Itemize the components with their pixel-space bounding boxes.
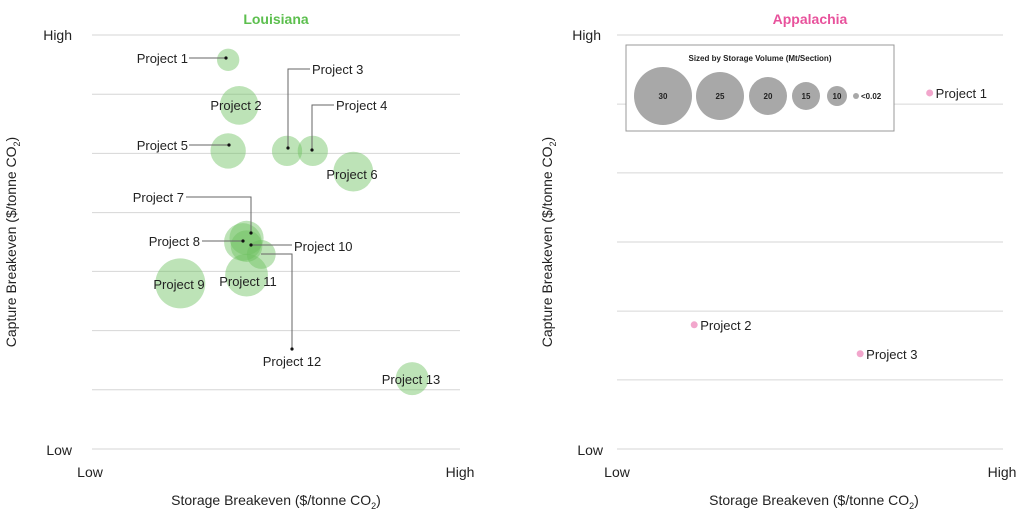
appalachia-y-axis-label-sub: 2 — [548, 141, 558, 146]
bubble[interactable] — [219, 86, 259, 125]
point-label: Project 12 — [263, 354, 322, 369]
legend-bubble — [696, 72, 744, 120]
point-marker — [249, 243, 253, 247]
bubble[interactable] — [155, 258, 206, 309]
point-label: Project 1 — [137, 51, 188, 66]
point-marker — [241, 239, 245, 243]
louisiana-gridlines — [92, 34, 460, 450]
bubble[interactable] — [395, 362, 429, 396]
legend-label: <0.02 — [861, 92, 882, 101]
louisiana-y-axis-label: Capture Breakeven ($/tonne CO2) — [3, 137, 22, 347]
point-label: Project 3 — [312, 62, 363, 77]
appalachia-y-axis-label-main: Capture Breakeven ($/tonne CO — [539, 146, 555, 347]
louisiana-x-tick-high: High — [446, 464, 475, 480]
bubble[interactable] — [210, 133, 246, 169]
legend-label: 10 — [833, 92, 842, 101]
appalachia-y-tick-high: High — [572, 27, 601, 43]
louisiana-y-axis-label-main: Capture Breakeven ($/tonne CO — [3, 146, 19, 347]
louisiana-title: Louisiana — [243, 11, 309, 27]
point-label: Project 6 — [326, 167, 377, 182]
point-label: Project 5 — [137, 138, 188, 153]
point-marker — [286, 146, 290, 150]
louisiana-y-axis-label-end: ) — [3, 137, 19, 142]
legend-bubble — [749, 77, 787, 115]
point-label: Project 9 — [153, 277, 204, 292]
appalachia-y-tick-low: Low — [577, 442, 604, 458]
legend-bubble — [634, 67, 692, 125]
louisiana-x-axis-label-main: Storage Breakeven ($/tonne CO — [171, 492, 371, 508]
louisiana-points: Project 1 Project 2 Project 3 Project 4 Proj… — [133, 48, 441, 396]
appalachia-x-axis-label-sub: 2 — [909, 501, 914, 511]
point-label: Project 8 — [149, 234, 200, 249]
legend-bubble — [827, 86, 847, 106]
appalachia-x-axis-label-end: ) — [914, 492, 919, 508]
appalachia-y-axis-label: Capture Breakeven ($/tonne CO2) — [539, 137, 558, 347]
appalachia-panel: Appalachia High Low Low High Storage Bre… — [539, 11, 1016, 511]
leader-line — [311, 104, 334, 150]
point[interactable] — [926, 89, 934, 97]
bubble[interactable] — [271, 135, 303, 167]
louisiana-x-axis-label-sub: 2 — [371, 501, 376, 511]
appalachia-x-axis-label: Storage Breakeven ($/tonne CO2) — [709, 492, 919, 511]
point-label: Project 11 — [219, 274, 277, 289]
appalachia-x-axis-label-main: Storage Breakeven ($/tonne CO — [709, 492, 909, 508]
appalachia-y-axis-label-end: ) — [539, 137, 555, 142]
legend-label: 30 — [659, 92, 668, 101]
point-marker — [224, 56, 228, 60]
louisiana-x-axis-label: Storage Breakeven ($/tonne CO2) — [171, 492, 381, 511]
point-label: Project 10 — [294, 239, 353, 254]
bubble[interactable] — [333, 151, 374, 192]
legend-label: 25 — [716, 92, 725, 101]
appalachia-title: Appalachia — [773, 11, 848, 27]
point[interactable] — [690, 321, 698, 329]
size-legend-title: Sized by Storage Volume (Mt/Section) — [689, 54, 832, 63]
leader-line — [261, 253, 293, 349]
legend-bubble — [792, 82, 820, 110]
legend-label: 20 — [764, 92, 773, 101]
point-marker — [249, 231, 253, 235]
louisiana-y-tick-low: Low — [46, 442, 73, 458]
size-legend-items: 30 25 20 15 10 <0.02 — [634, 67, 882, 125]
point-marker — [290, 347, 294, 351]
appalachia-points: Project 1 Project 2 Project 3 — [690, 86, 987, 362]
bubble[interactable] — [229, 220, 264, 255]
point-label: Project 7 — [133, 190, 184, 205]
point-marker — [227, 143, 231, 147]
louisiana-x-tick-low: Low — [77, 464, 104, 480]
legend-bubble — [853, 93, 859, 99]
louisiana-y-tick-high: High — [43, 27, 72, 43]
bubble[interactable] — [225, 253, 268, 297]
louisiana-panel: Louisiana High Low Low High Storage Brea… — [3, 11, 474, 511]
leader-line — [186, 196, 252, 233]
point-label: Project 2 — [700, 318, 751, 333]
point-label: Project 13 — [382, 372, 441, 387]
louisiana-x-axis-label-end: ) — [376, 492, 381, 508]
louisiana-y-axis-label-sub: 2 — [12, 141, 22, 146]
point[interactable] — [856, 350, 864, 358]
size-legend: Sized by Storage Volume (Mt/Section) 30 2… — [625, 44, 895, 132]
bubble[interactable] — [230, 230, 263, 262]
point-label: Project 4 — [336, 98, 387, 113]
bubble[interactable] — [216, 48, 240, 72]
appalachia-x-tick-low: Low — [604, 464, 631, 480]
point-marker — [310, 148, 314, 152]
legend-label: 15 — [802, 92, 811, 101]
leader-line — [287, 68, 310, 148]
point-label: Project 1 — [936, 86, 987, 101]
appalachia-x-tick-high: High — [988, 464, 1017, 480]
point-label: Project 3 — [866, 347, 917, 362]
point-label: Project 2 — [210, 98, 261, 113]
